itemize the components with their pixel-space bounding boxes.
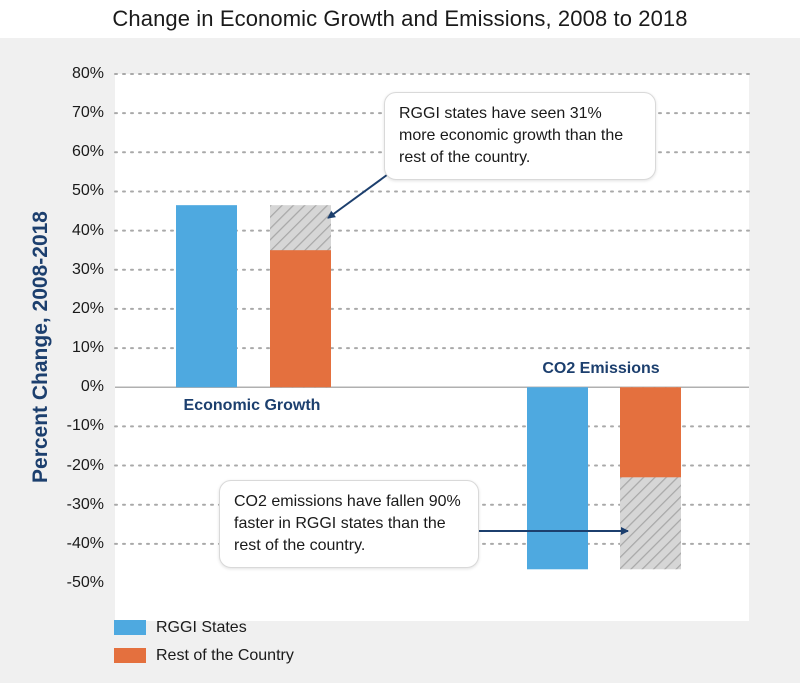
category-label-economic-growth: Economic Growth: [183, 397, 321, 414]
y-tick-label: -30%: [66, 495, 104, 513]
y-tick-label: 10%: [71, 339, 104, 357]
y-tick-label: 80%: [71, 65, 104, 82]
y-tick-label: 70%: [71, 104, 104, 122]
callout-economic-growth-text: RGGI states have seen 31% more economic …: [399, 105, 624, 166]
callout-economic-growth: RGGI states have seen 31% more economic …: [384, 92, 656, 180]
legend-swatch-rest-of-country: [114, 648, 146, 663]
bar-rggi-states: [176, 205, 237, 388]
y-tick-label: 0%: [80, 378, 104, 396]
y-tick-label: -10%: [66, 417, 104, 435]
y-tick-label: -20%: [66, 456, 104, 474]
bar-rggi-states: [527, 387, 588, 570]
y-tick-label: 50%: [71, 182, 104, 200]
y-tick-label: -50%: [66, 574, 104, 591]
y-tick-label: 30%: [71, 260, 104, 278]
y-tick-label: 20%: [71, 299, 104, 317]
callout-co2-emissions: CO2 emissions have fallen 90% faster in …: [219, 480, 479, 568]
category-label-co2-emissions: CO2 Emissions: [542, 360, 660, 377]
callout-co2-emissions-text: CO2 emissions have fallen 90% faster in …: [234, 493, 461, 554]
legend-label-rest-of-country: Rest of the Country: [156, 647, 294, 664]
y-tick-label: -40%: [66, 534, 104, 552]
chart-title: Change in Economic Growth and Emissions,…: [112, 6, 688, 31]
legend-label-rggi-states: RGGI States: [156, 619, 247, 636]
y-tick-label: 40%: [71, 221, 104, 239]
y-tick-label: 60%: [71, 143, 104, 161]
bar-rest-of-country: [620, 387, 681, 478]
bar-rest-of-country: [270, 250, 331, 388]
legend-swatch-rggi-states: [114, 620, 146, 635]
